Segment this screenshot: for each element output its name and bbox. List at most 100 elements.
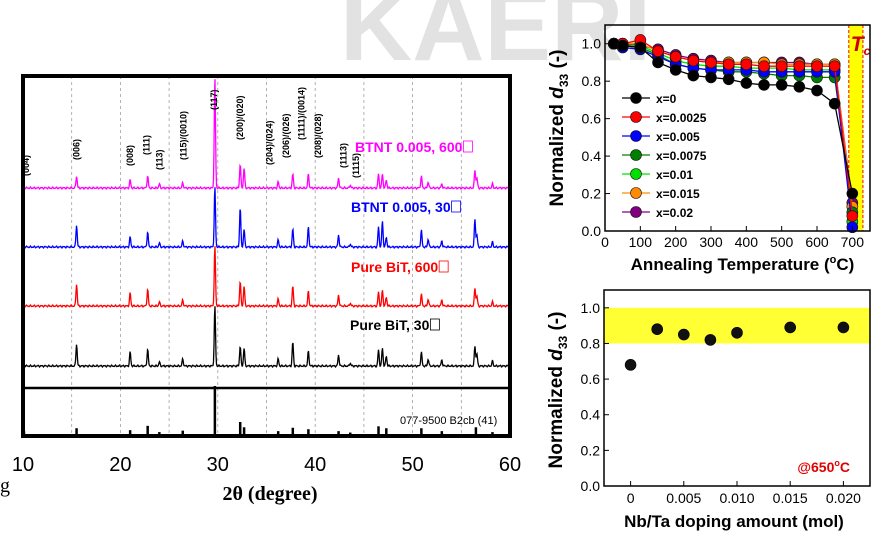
doping-data-point — [651, 323, 664, 336]
d33-vs-doping-chart: 0 0.005 0.010 0.015 0.020 0.0 0.2 0.4 0.6 0.8 1.0 @… — [546, 289, 871, 531]
reference-pattern-label: 077-9500 B2cb (41) — [400, 415, 497, 427]
legend-marker — [630, 206, 642, 218]
d33-vs-temperature-chart: Tc x=0 x=0.0025 x=0.005 x=0.0075 x=0.01 x=0.01… — [547, 24, 871, 274]
temp-data-point — [687, 54, 700, 67]
doping-x-tick-label: 0.010 — [719, 490, 754, 506]
temp-data-point — [705, 71, 717, 84]
temp-data-point — [793, 81, 806, 93]
temp-data-point — [811, 84, 823, 97]
watermark: KAERI — [340, 0, 651, 82]
legend-marker — [630, 92, 642, 104]
legend-marker — [630, 149, 642, 161]
temp-data-point — [740, 77, 753, 89]
doping-data-point — [677, 328, 690, 341]
doping-y-tick-label: 0.6 — [581, 371, 601, 387]
legend-label: x=0.0075 — [656, 149, 707, 163]
xrd-tick-label: 60 — [499, 454, 521, 476]
legend-label: x=0.0025 — [656, 111, 707, 125]
temp-data-point — [793, 60, 806, 72]
xrd-series-line — [24, 306, 509, 369]
temp-x-tick-label: 0 — [601, 234, 609, 250]
doping-y-axis-title: Normalized d33 (-) — [546, 312, 570, 469]
xrd-peak-label: (206)/(026) — [281, 113, 291, 158]
temp-x-tick-label: 600 — [805, 234, 829, 250]
xrd-tick-label: 20 — [109, 454, 131, 476]
xrd-peak-label: (204)/(024) — [264, 120, 274, 165]
temp-data-point — [634, 41, 647, 54]
xrd-series-label: Pure BiT, 30 — [350, 317, 430, 333]
temp-data-point — [740, 58, 753, 71]
xrd-degree-box — [429, 318, 440, 331]
xrd-series-line — [24, 187, 509, 250]
temp-data-point — [811, 60, 823, 72]
xrd-pattern-panel: BTNT 0.005, 600 BTNT 0.005, 30 Pure BiT, 6… — [0, 74, 521, 505]
temp-data-point — [828, 97, 841, 110]
xrd-peak-label: (1115) — [351, 153, 361, 178]
temp-data-point — [669, 51, 682, 63]
xrd-tick-label: 40 — [304, 454, 326, 476]
temp-data-point — [705, 56, 717, 69]
temp-data-point — [687, 69, 700, 82]
temp-data-point — [758, 60, 770, 72]
temp-x-tick-label: 200 — [664, 234, 688, 250]
legend-marker — [630, 111, 642, 123]
doping-x-tick-label: 0.005 — [666, 490, 701, 506]
temp-frame — [604, 24, 871, 232]
doping-x-tick-label: 0.020 — [826, 490, 861, 506]
temp-x-tick-label: 700 — [841, 234, 865, 250]
temp-data-point — [828, 60, 841, 72]
temp-data-point — [758, 79, 770, 91]
xrd-degree-box — [451, 200, 462, 213]
doping-y-tick-label: 0.0 — [581, 478, 601, 494]
temp-data-point — [722, 58, 735, 71]
temp-x-tick-label: 100 — [629, 234, 653, 250]
tc-label: Tc — [851, 33, 871, 58]
legend-label: x=0.02 — [656, 206, 693, 220]
xrd-series-line — [24, 246, 509, 309]
xrd-series-label: Pure BiT, 600 — [351, 259, 438, 275]
temp-data-point — [846, 187, 859, 200]
temp-data-point — [775, 79, 788, 91]
temp-y-tick-label: 0.0 — [582, 223, 602, 239]
doping-data-point — [704, 334, 717, 346]
xrd-series-line — [24, 79, 509, 191]
temp-data-point — [775, 60, 788, 72]
xrd-tick-label: 30 — [207, 454, 229, 476]
xrd-tick-label: 10 — [12, 454, 34, 476]
legend-marker — [630, 168, 642, 180]
temp-x-tick-label: 400 — [735, 234, 759, 250]
doping-data-point — [731, 326, 743, 339]
doping-y-tick-label: 0.2 — [581, 442, 601, 458]
tc-highlight-band — [848, 25, 863, 231]
xrd-peak-label: (1111)/(0014) — [296, 87, 306, 140]
doping-x-tick-label: 0.015 — [773, 490, 808, 506]
temp-y-tick-label: 1.0 — [582, 36, 602, 52]
legend-label: x=0.005 — [656, 130, 700, 144]
temp-y-tick-label: 0.2 — [582, 186, 602, 202]
xrd-x-axis-title: 2θ (degree) — [222, 483, 317, 505]
doping-y-tick-label: 1.0 — [581, 300, 601, 316]
doping-data-point — [784, 321, 797, 334]
doping-data-point — [837, 321, 850, 334]
xrd-peak-label: (208)/(028) — [313, 113, 323, 158]
xrd-degree-box — [462, 140, 473, 153]
temp-y-tick-label: 0.8 — [582, 73, 602, 89]
temp-data-point — [722, 73, 735, 86]
temperature-annotation: @650oC — [797, 458, 850, 475]
xrd-peak-label: (004) — [21, 155, 31, 176]
legend-label: x=0.015 — [656, 187, 700, 201]
temp-x-tick-label: 500 — [770, 234, 794, 250]
legend-label: x=0.01 — [656, 168, 693, 182]
doping-y-tick-label: 0.4 — [581, 407, 601, 423]
xrd-degree-box — [438, 260, 449, 273]
doping-x-axis-title: Nb/Ta doping amount (mol) — [624, 512, 844, 531]
temp-data-point — [846, 210, 859, 222]
temp-y-tick-label: 0.4 — [582, 148, 602, 164]
xrd-peak-label: (006) — [71, 139, 81, 160]
xrd-series-label: BTNT 0.005, 600 — [355, 139, 463, 155]
doping-data-point — [624, 359, 637, 371]
xrd-stray-label: g — [0, 475, 10, 497]
legend-marker — [630, 130, 642, 142]
xrd-peak-label: (1113) — [338, 143, 348, 168]
